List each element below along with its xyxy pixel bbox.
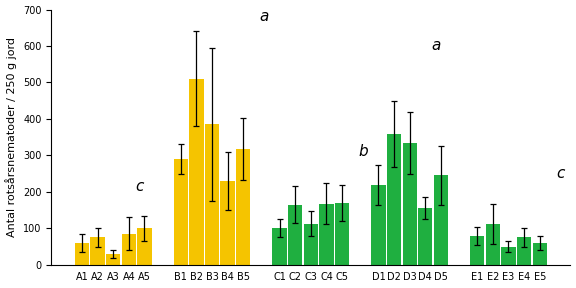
Bar <box>221 181 235 265</box>
Bar <box>106 254 120 265</box>
Bar <box>470 236 484 265</box>
Bar <box>387 134 401 265</box>
Bar <box>486 223 500 265</box>
Bar <box>272 228 287 265</box>
Bar <box>190 79 203 265</box>
Text: a: a <box>431 38 441 53</box>
Text: a: a <box>259 9 269 24</box>
Bar <box>319 204 334 265</box>
Bar <box>122 234 136 265</box>
Bar <box>75 243 89 265</box>
Bar <box>403 143 417 265</box>
Bar <box>90 238 105 265</box>
Bar <box>236 149 251 265</box>
Bar <box>372 185 385 265</box>
Text: c: c <box>556 166 564 181</box>
Bar <box>434 175 448 265</box>
Bar <box>501 247 516 265</box>
Bar <box>173 159 188 265</box>
Bar <box>335 203 349 265</box>
Text: b: b <box>358 144 367 159</box>
Bar <box>205 124 219 265</box>
Y-axis label: Antal rotsårsnematoder / 250 g jord: Antal rotsårsnematoder / 250 g jord <box>6 37 17 237</box>
Bar <box>304 223 318 265</box>
Bar <box>137 228 151 265</box>
Bar <box>418 208 433 265</box>
Text: c: c <box>135 179 143 194</box>
Bar <box>517 238 531 265</box>
Bar <box>533 243 547 265</box>
Bar <box>288 205 302 265</box>
